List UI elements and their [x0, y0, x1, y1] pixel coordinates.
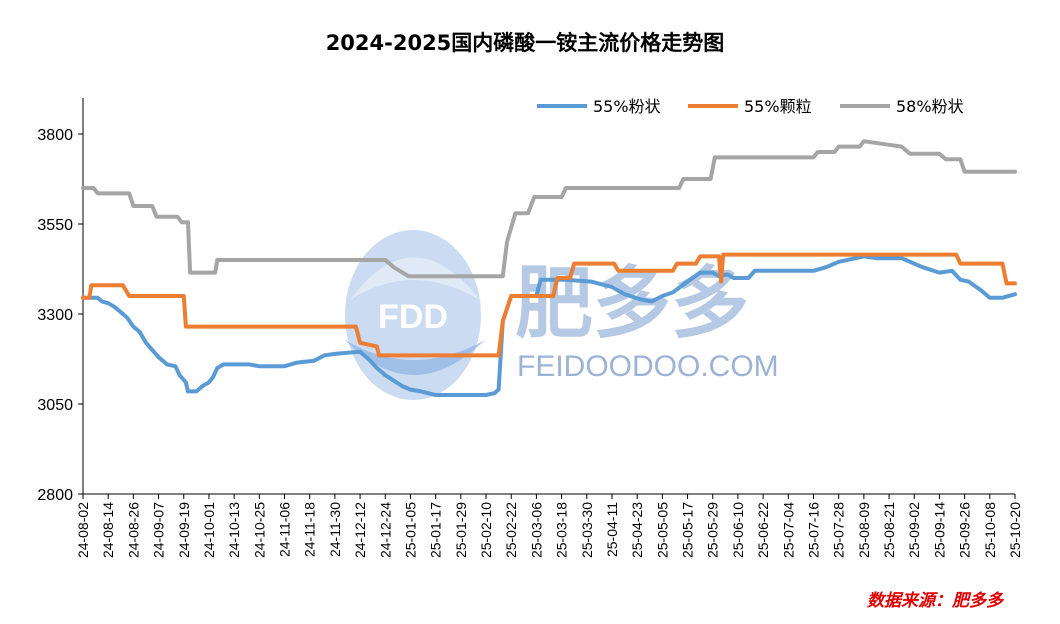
x-tick-label: 25-07-16 — [805, 502, 821, 558]
legend-label-3: 58%粉状 — [896, 97, 964, 116]
x-tick-label: 24-10-25 — [251, 502, 267, 558]
watermark-logo: FDD — [345, 230, 485, 400]
series-line-1 — [81, 254, 1017, 397]
watermark-url: FEIDOODOO.COM — [517, 350, 779, 383]
x-tick-label: 25-01-05 — [402, 502, 418, 558]
x-tick-label: 25-01-29 — [453, 502, 469, 558]
y-tick-label: 2800 — [37, 487, 73, 504]
x-tick-label: 24-12-24 — [377, 502, 393, 558]
x-tick-label: 25-08-21 — [881, 502, 897, 558]
legend-label-1: 55%粉状 — [593, 97, 661, 116]
x-tick-label: 24-10-13 — [226, 502, 242, 558]
x-tick-label: 25-04-23 — [629, 502, 645, 558]
x-axis-ticks: 24-08-02 24-08-14 24-08-26 24-09-07 24-09-19… — [75, 494, 1023, 558]
x-tick-label: 25-10-08 — [982, 502, 998, 558]
x-tick-label: 24-11-06 — [277, 502, 293, 557]
x-tick-label: 25-05-05 — [654, 502, 670, 558]
x-tick-label: 25-06-22 — [755, 502, 771, 558]
x-tick-label: 24-08-02 — [75, 502, 91, 558]
x-tick-label: 25-01-17 — [428, 502, 444, 558]
x-tick-label: 25-05-29 — [705, 502, 721, 558]
x-tick-label: 25-02-22 — [503, 502, 519, 558]
series-line-3 — [81, 139, 1017, 279]
chart-title: 2024-2025国内磷酸一铵主流价格走势图 — [326, 31, 725, 55]
legend-label-2: 55%颗粒 — [744, 97, 812, 116]
x-tick-label: 24-11-18 — [302, 502, 318, 557]
x-tick-label: 24-08-14 — [100, 502, 116, 558]
x-tick-label: 24-10-01 — [201, 502, 217, 558]
x-tick-label: 25-10-20 — [1007, 502, 1023, 558]
y-tick-label: 3300 — [37, 307, 73, 324]
data-source-note: 数据来源：肥多多 — [867, 591, 1005, 611]
x-tick-label: 25-09-26 — [957, 502, 973, 558]
x-tick-label: 25-04-11 — [604, 502, 620, 557]
watermark-logo-text: FDD — [378, 298, 448, 336]
x-tick-label: 24-11-30 — [327, 502, 343, 557]
watermark: FDD 肥多多 FEIDOODOO.COM — [345, 230, 779, 400]
x-tick-label: 25-02-10 — [478, 502, 494, 558]
x-tick-label: 24-09-19 — [176, 502, 192, 558]
x-tick-label: 25-03-30 — [579, 502, 595, 558]
x-tick-label: 25-03-06 — [528, 502, 544, 558]
series-lines — [81, 139, 1017, 397]
x-tick-label: 24-12-12 — [352, 502, 368, 558]
x-tick-label: 25-05-17 — [680, 502, 696, 558]
x-tick-label: 25-03-18 — [554, 502, 570, 558]
x-tick-label: 25-06-10 — [730, 502, 746, 558]
y-tick-label: 3550 — [37, 217, 73, 234]
y-tick-label: 3050 — [37, 397, 73, 414]
x-tick-label: 24-09-07 — [151, 502, 167, 558]
x-tick-label: 25-09-02 — [906, 502, 922, 558]
x-tick-label: 25-09-14 — [931, 502, 947, 558]
legend: 55%粉状 55%颗粒 58%粉状 — [537, 97, 964, 116]
series-line-2 — [81, 252, 1017, 358]
y-axis-ticks: 2800 3050 3300 3550 3800 — [37, 127, 83, 504]
x-tick-label: 25-07-28 — [831, 502, 847, 558]
x-tick-label: 24-08-26 — [125, 502, 141, 558]
y-tick-label: 3800 — [37, 127, 73, 144]
x-tick-label: 25-08-09 — [856, 502, 872, 558]
x-tick-label: 25-07-04 — [780, 502, 796, 558]
